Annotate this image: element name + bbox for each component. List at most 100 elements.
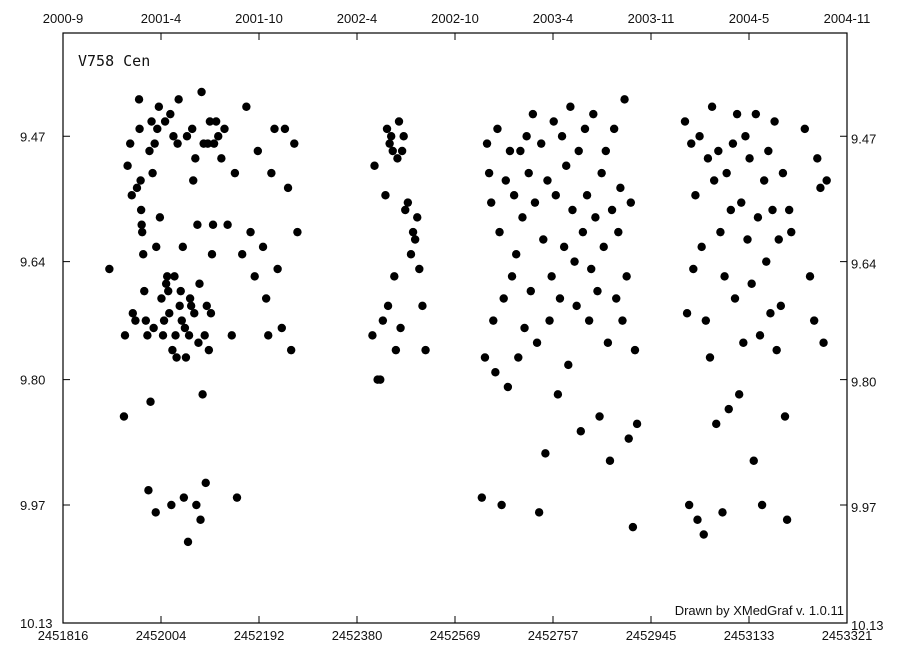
data-point: [159, 316, 169, 325]
data-point: [227, 331, 236, 340]
data-point: [143, 331, 152, 340]
data-point: [626, 198, 636, 207]
data-point: [491, 368, 500, 377]
data-point: [217, 154, 226, 163]
x-tick-label: 2453321: [822, 628, 873, 643]
data-point: [246, 227, 255, 237]
data-point: [551, 191, 560, 200]
data-point: [726, 205, 736, 215]
data-point: [757, 500, 767, 510]
data-point: [778, 168, 788, 178]
data-point: [747, 279, 756, 288]
data-point: [699, 530, 708, 539]
data-point: [499, 294, 508, 303]
data-point: [277, 323, 286, 333]
data-point: [603, 338, 613, 347]
data-point: [728, 139, 738, 148]
data-point: [123, 161, 132, 170]
data-point: [386, 132, 396, 141]
data-point: [376, 375, 385, 384]
data-point: [822, 176, 831, 185]
data-point: [743, 235, 752, 244]
data-point: [714, 146, 723, 156]
data-point: [541, 449, 550, 458]
data-point: [800, 124, 810, 134]
data-point: [501, 176, 510, 185]
data-point: [190, 309, 199, 318]
data-point: [591, 213, 600, 222]
data-point: [127, 191, 136, 200]
data-point: [170, 272, 179, 281]
data-point: [776, 301, 786, 311]
data-point: [183, 537, 193, 547]
x-tick-label: 2451816: [38, 628, 89, 643]
data-point: [189, 176, 198, 185]
y-tick-label-right: 9.97: [851, 500, 876, 515]
data-point: [171, 331, 180, 340]
data-point: [612, 294, 621, 303]
data-point: [126, 139, 135, 148]
data-point: [584, 316, 594, 325]
data-point: [184, 331, 194, 340]
data-point: [497, 500, 506, 510]
data-point: [242, 102, 251, 111]
data-point: [205, 117, 215, 126]
data-point: [516, 146, 525, 156]
data-point: [192, 500, 201, 510]
data-point: [152, 242, 161, 252]
data-point: [136, 205, 146, 215]
data-point: [680, 117, 690, 126]
data-point: [695, 132, 704, 141]
data-point: [401, 205, 410, 215]
data-point: [559, 242, 569, 252]
data-point: [764, 146, 773, 156]
data-point: [482, 139, 492, 148]
data-point: [280, 124, 290, 134]
y-tick-label-left: 9.64: [20, 255, 45, 270]
top-tick-label: 2004-11: [824, 11, 871, 26]
data-point: [155, 213, 165, 222]
data-point: [196, 515, 205, 524]
data-point: [203, 139, 213, 148]
data-point: [201, 478, 210, 488]
data-point: [293, 227, 302, 237]
data-point: [410, 235, 420, 244]
data-point: [261, 294, 271, 303]
data-point: [574, 146, 583, 156]
data-point: [406, 250, 416, 259]
data-point: [250, 272, 259, 281]
x-tick-label: 2452004: [136, 628, 187, 643]
data-point: [616, 183, 625, 193]
data-point: [164, 286, 173, 296]
data-point: [198, 390, 207, 399]
top-tick-label: 2000-9: [43, 11, 83, 26]
top-tick-label: 2002-10: [431, 11, 479, 26]
data-point: [745, 154, 754, 163]
data-point: [477, 493, 487, 502]
data-point: [682, 309, 692, 318]
data-point: [805, 272, 815, 281]
data-point: [382, 124, 392, 134]
x-tick-label: 2452569: [430, 628, 481, 643]
data-point: [697, 242, 706, 252]
data-point: [532, 338, 542, 347]
data-point: [787, 227, 796, 237]
data-point: [273, 264, 282, 274]
data-point: [202, 301, 211, 311]
data-point: [211, 117, 221, 126]
data-point: [630, 345, 640, 355]
data-point: [258, 242, 268, 252]
y-tick-label-right: 9.80: [851, 375, 876, 390]
data-point: [181, 353, 191, 362]
data-point: [724, 404, 733, 414]
data-point: [148, 168, 157, 178]
data-point: [762, 257, 771, 266]
data-point: [207, 250, 217, 259]
data-point: [572, 301, 581, 311]
data-point: [618, 316, 627, 325]
data-point: [415, 264, 424, 274]
data-point: [587, 264, 596, 274]
data-point: [720, 272, 729, 281]
data-point: [179, 493, 189, 502]
